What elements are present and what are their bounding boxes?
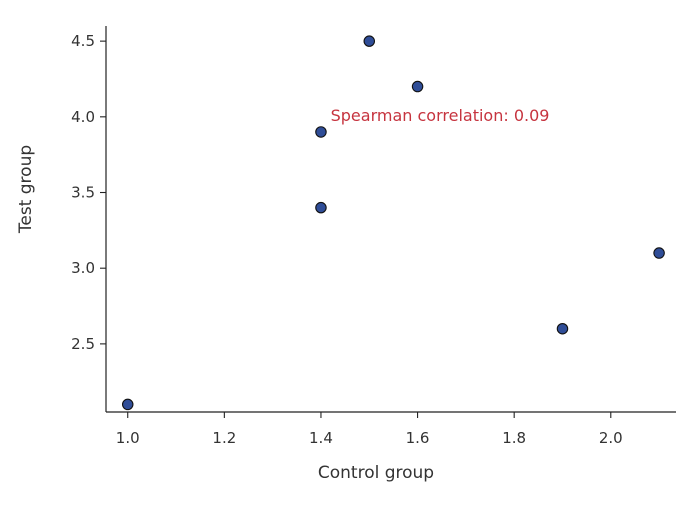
y-tick-label: 4.0: [71, 108, 95, 126]
x-tick-label: 1.0: [116, 429, 140, 447]
data-point: [315, 201, 327, 214]
data-point: [411, 80, 424, 93]
x-tick-label: 1.2: [212, 429, 236, 447]
data-point: [121, 398, 134, 411]
y-tick-label: 3.0: [71, 259, 95, 277]
spearman-annotation: Spearman correlation: 0.09: [331, 106, 550, 125]
y-tick-label: 2.5: [71, 335, 95, 353]
y-tick-label: 4.5: [71, 32, 95, 50]
y-tick-label: 3.5: [71, 184, 95, 202]
data-point: [556, 322, 569, 335]
x-tick-label: 1.4: [309, 429, 333, 447]
data-point: [363, 35, 376, 47]
axes-layer: [105, 26, 676, 413]
x-tick-label: 1.6: [406, 429, 430, 447]
x-axis-title: Control group: [318, 463, 434, 483]
x-tick-label: 1.8: [502, 429, 526, 447]
x-tick-label: 2.0: [599, 429, 623, 447]
data-point: [315, 126, 327, 138]
ticks-layer: 1.0 1.2 1.4 1.6 1.8 2.0 2.5 3.0 3.5 4.0 4.5: [71, 32, 623, 447]
y-axis-title: Test group: [16, 145, 36, 234]
points-layer: [121, 35, 665, 411]
data-point: [653, 247, 665, 259]
